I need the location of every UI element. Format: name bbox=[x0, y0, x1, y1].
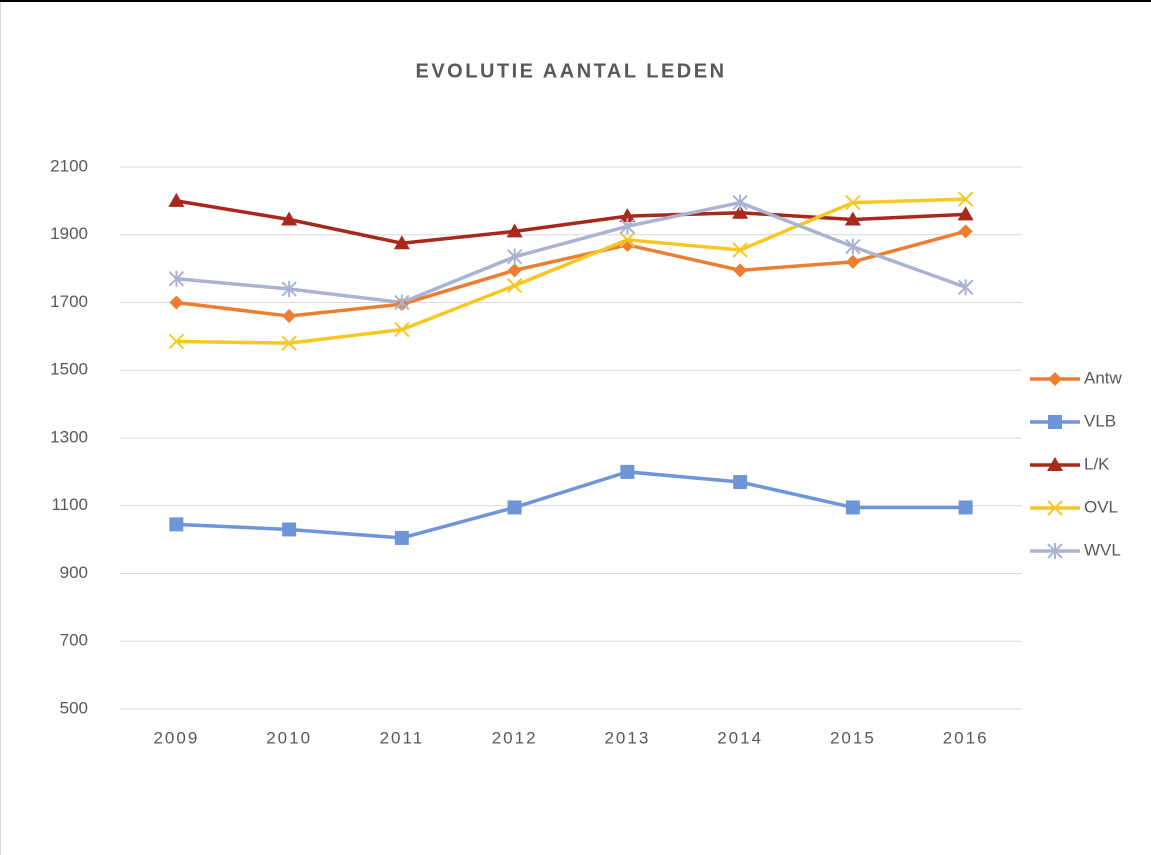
legend-marker bbox=[1047, 543, 1063, 559]
data-point bbox=[282, 309, 297, 324]
series-line bbox=[176, 229, 967, 318]
data-point bbox=[168, 270, 185, 287]
x-tick-label: 2016 bbox=[943, 728, 989, 747]
legend-label: VLB bbox=[1084, 411, 1116, 430]
data-point bbox=[845, 254, 860, 269]
data-point bbox=[281, 211, 298, 226]
y-tick-label: 1700 bbox=[50, 292, 88, 311]
data-point bbox=[506, 248, 523, 265]
data-point bbox=[845, 500, 860, 515]
data-point bbox=[733, 475, 748, 490]
x-tick-label: 2014 bbox=[717, 728, 763, 747]
data-point bbox=[506, 223, 523, 238]
data-point bbox=[844, 211, 861, 226]
series-line bbox=[176, 197, 966, 345]
data-point bbox=[958, 224, 973, 239]
legend-label: WVL bbox=[1084, 540, 1121, 559]
data-point bbox=[845, 238, 861, 255]
data-point bbox=[732, 242, 748, 258]
legend-label: OVL bbox=[1084, 497, 1118, 516]
data-point bbox=[282, 522, 297, 537]
data-point bbox=[732, 194, 748, 211]
data-point bbox=[168, 333, 185, 350]
data-point bbox=[620, 237, 635, 252]
data-point bbox=[394, 530, 409, 545]
y-tick-label: 1300 bbox=[50, 427, 88, 446]
data-point bbox=[957, 206, 974, 221]
data-point bbox=[281, 280, 297, 297]
data-point bbox=[393, 235, 410, 250]
data-point bbox=[507, 500, 522, 515]
data-point bbox=[168, 192, 185, 207]
series-line bbox=[176, 199, 966, 245]
data-point bbox=[733, 263, 748, 278]
x-tick-label: 2013 bbox=[604, 728, 650, 747]
legend-label: L/K bbox=[1084, 454, 1110, 473]
y-tick-label: 1500 bbox=[50, 360, 88, 379]
y-tick-label: 1100 bbox=[51, 495, 88, 514]
data-point bbox=[957, 191, 974, 207]
data-point bbox=[619, 208, 636, 223]
x-tick-label: 2012 bbox=[492, 728, 538, 747]
series-line bbox=[176, 200, 967, 305]
data-point bbox=[958, 500, 973, 515]
x-tick-label: 2009 bbox=[153, 728, 199, 747]
data-point bbox=[619, 232, 636, 248]
y-tick-label: 700 bbox=[60, 631, 88, 650]
chart-title: EVOLUTIE AANTAL LEDEN bbox=[415, 60, 726, 82]
data-point bbox=[169, 295, 184, 310]
data-point bbox=[169, 517, 184, 532]
data-point bbox=[506, 277, 523, 294]
data-point bbox=[732, 204, 749, 219]
legend-marker bbox=[1048, 415, 1062, 429]
y-tick-label: 1900 bbox=[50, 224, 88, 243]
data-point bbox=[394, 321, 410, 338]
x-tick-label: 2010 bbox=[266, 728, 312, 747]
y-tick-label: 2100 bbox=[50, 156, 88, 175]
legend-marker bbox=[1048, 372, 1062, 386]
data-point bbox=[620, 464, 635, 479]
legend-label: Antw bbox=[1084, 368, 1123, 387]
series-line bbox=[176, 470, 966, 540]
legend-marker bbox=[1047, 457, 1063, 471]
data-point bbox=[957, 279, 974, 296]
x-tick-label: 2015 bbox=[830, 728, 876, 747]
y-tick-label: 500 bbox=[60, 698, 88, 717]
data-point bbox=[619, 218, 636, 235]
legend-marker bbox=[1047, 500, 1063, 516]
data-point bbox=[845, 194, 861, 211]
x-tick-label: 2011 bbox=[380, 728, 425, 747]
y-tick-label: 900 bbox=[60, 563, 88, 582]
data-point bbox=[507, 263, 522, 278]
data-point bbox=[281, 335, 297, 351]
data-point bbox=[394, 294, 410, 311]
